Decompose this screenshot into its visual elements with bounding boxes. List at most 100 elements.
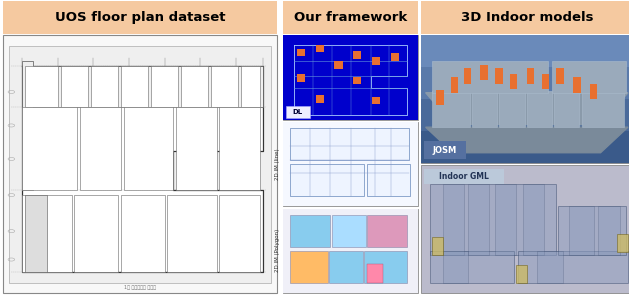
- Bar: [598, 206, 620, 255]
- Bar: [495, 68, 503, 84]
- Bar: [22, 195, 72, 272]
- Bar: [335, 61, 343, 69]
- Bar: [283, 209, 418, 293]
- Text: DL: DL: [293, 109, 303, 115]
- Bar: [432, 237, 443, 255]
- Bar: [391, 53, 399, 61]
- Bar: [297, 74, 304, 82]
- Bar: [151, 66, 178, 107]
- Bar: [590, 84, 598, 99]
- Bar: [421, 67, 629, 99]
- Bar: [442, 251, 468, 283]
- Bar: [9, 46, 271, 283]
- Bar: [499, 91, 525, 127]
- Text: Indoor GML: Indoor GML: [438, 172, 489, 181]
- Bar: [552, 61, 626, 93]
- Bar: [283, 35, 418, 120]
- Bar: [537, 251, 562, 283]
- Bar: [175, 107, 216, 190]
- Bar: [421, 99, 629, 131]
- Bar: [442, 184, 464, 255]
- Bar: [423, 169, 504, 184]
- Bar: [283, 1, 418, 34]
- Bar: [220, 195, 260, 272]
- Bar: [421, 35, 629, 67]
- Text: JOSM: JOSM: [433, 146, 457, 155]
- Bar: [367, 264, 383, 283]
- Bar: [22, 66, 263, 107]
- Bar: [495, 184, 516, 255]
- Bar: [211, 66, 238, 107]
- Bar: [286, 106, 310, 118]
- Bar: [22, 107, 77, 190]
- Bar: [432, 61, 548, 93]
- Bar: [618, 234, 628, 252]
- Bar: [464, 68, 471, 84]
- Text: 2D IM (Polygon): 2D IM (Polygon): [275, 229, 280, 273]
- Bar: [3, 35, 277, 293]
- Bar: [181, 66, 208, 107]
- Bar: [432, 91, 470, 127]
- Bar: [372, 57, 381, 65]
- Polygon shape: [22, 66, 263, 272]
- Bar: [516, 265, 527, 283]
- Bar: [290, 164, 364, 196]
- Text: 3D Indoor models: 3D Indoor models: [460, 11, 593, 23]
- Bar: [316, 44, 324, 52]
- Bar: [542, 73, 549, 89]
- Bar: [436, 90, 443, 105]
- Bar: [367, 164, 410, 196]
- Bar: [283, 122, 418, 206]
- Bar: [569, 206, 594, 255]
- Bar: [451, 77, 459, 93]
- Bar: [510, 73, 517, 89]
- Bar: [526, 68, 534, 84]
- Bar: [80, 107, 121, 190]
- Bar: [468, 184, 489, 255]
- Text: UOS floor plan dataset: UOS floor plan dataset: [55, 11, 225, 23]
- Bar: [60, 66, 88, 107]
- Bar: [430, 251, 514, 283]
- Bar: [25, 66, 58, 107]
- Bar: [367, 215, 408, 247]
- Bar: [121, 66, 148, 107]
- Bar: [372, 97, 381, 104]
- Bar: [22, 61, 33, 190]
- Bar: [329, 251, 363, 283]
- Bar: [283, 122, 418, 206]
- Bar: [472, 91, 498, 127]
- Bar: [481, 65, 488, 80]
- Text: 1층 건축물분비 평면도: 1층 건축물분비 평면도: [124, 285, 156, 290]
- Text: Our framework: Our framework: [294, 11, 408, 23]
- Bar: [421, 1, 629, 34]
- Bar: [316, 95, 324, 103]
- Bar: [91, 66, 118, 107]
- Bar: [554, 91, 579, 127]
- Bar: [353, 51, 362, 59]
- Bar: [74, 195, 118, 272]
- Bar: [220, 107, 260, 190]
- Bar: [430, 184, 556, 255]
- Bar: [573, 77, 581, 93]
- Bar: [421, 35, 629, 163]
- Bar: [3, 1, 277, 34]
- Bar: [364, 251, 408, 283]
- Bar: [421, 131, 629, 163]
- Bar: [556, 68, 564, 84]
- Bar: [290, 128, 409, 160]
- Bar: [331, 215, 365, 247]
- Bar: [582, 91, 624, 127]
- Bar: [123, 107, 173, 190]
- Bar: [290, 215, 330, 247]
- Text: 2D IM (line): 2D IM (line): [275, 148, 280, 180]
- Bar: [421, 165, 629, 293]
- Bar: [25, 195, 47, 272]
- Polygon shape: [426, 93, 628, 125]
- Bar: [523, 184, 543, 255]
- Bar: [559, 206, 626, 255]
- Bar: [167, 195, 216, 272]
- Bar: [283, 209, 418, 293]
- Bar: [353, 77, 362, 84]
- Bar: [526, 91, 552, 127]
- Polygon shape: [426, 127, 628, 153]
